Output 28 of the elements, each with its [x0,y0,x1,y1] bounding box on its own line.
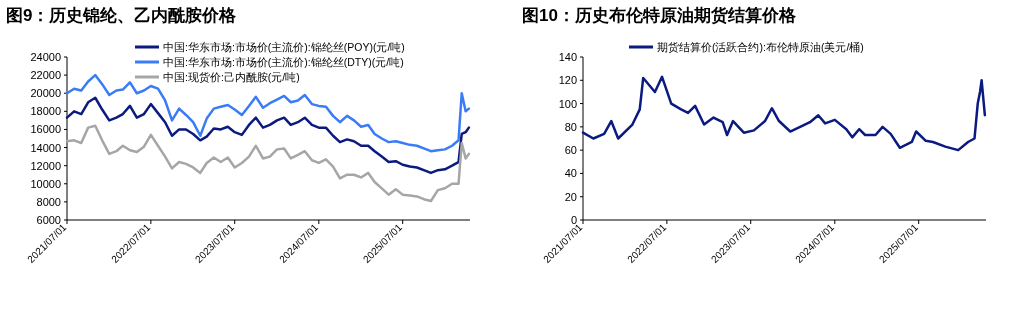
chart-title: 图10：历史布伦特原油期货结算价格 [522,6,797,25]
y-tick-label: 10000 [30,177,61,190]
y-tick-label: 12000 [30,159,61,172]
y-tick-label: 60 [564,144,577,157]
legend-label: 中国:华东市场:市场价(主流价):锦纶丝(DTY)(元/吨) [163,56,404,68]
y-tick-label: 24000 [30,51,61,63]
line-series [65,96,471,175]
y-tick-label: 20 [564,190,577,203]
y-tick-label: 80 [564,120,577,133]
legend-label: 期货结算价(活跃合约):布伦特原油(美元/桶) [657,41,864,53]
line-series [65,124,471,203]
y-tick-label: 14000 [30,141,61,154]
y-tick-label: 100 [558,97,577,110]
y-tick-label: 6000 [36,214,61,226]
y-tick-label: 0 [570,214,577,226]
legend-label: 中国:华东市场:市场价(主流价):锦纶丝(POY)(元/吨) [163,41,405,53]
line-series [581,75,987,152]
line-series [65,73,471,153]
y-tick-label: 40 [564,167,577,180]
y-tick-label: 140 [558,51,577,63]
legend-label: 中国:现货价:己内酰胺(元/吨) [163,71,300,83]
y-tick-label: 8000 [36,195,61,208]
y-tick-label: 16000 [30,123,61,136]
y-tick-label: 22000 [30,69,61,82]
y-tick-label: 20000 [30,87,61,100]
chart-title: 图9：历史锦纶、乙内酰胺价格 [6,6,238,25]
y-tick-label: 18000 [30,105,61,118]
y-tick-label: 120 [558,74,577,87]
